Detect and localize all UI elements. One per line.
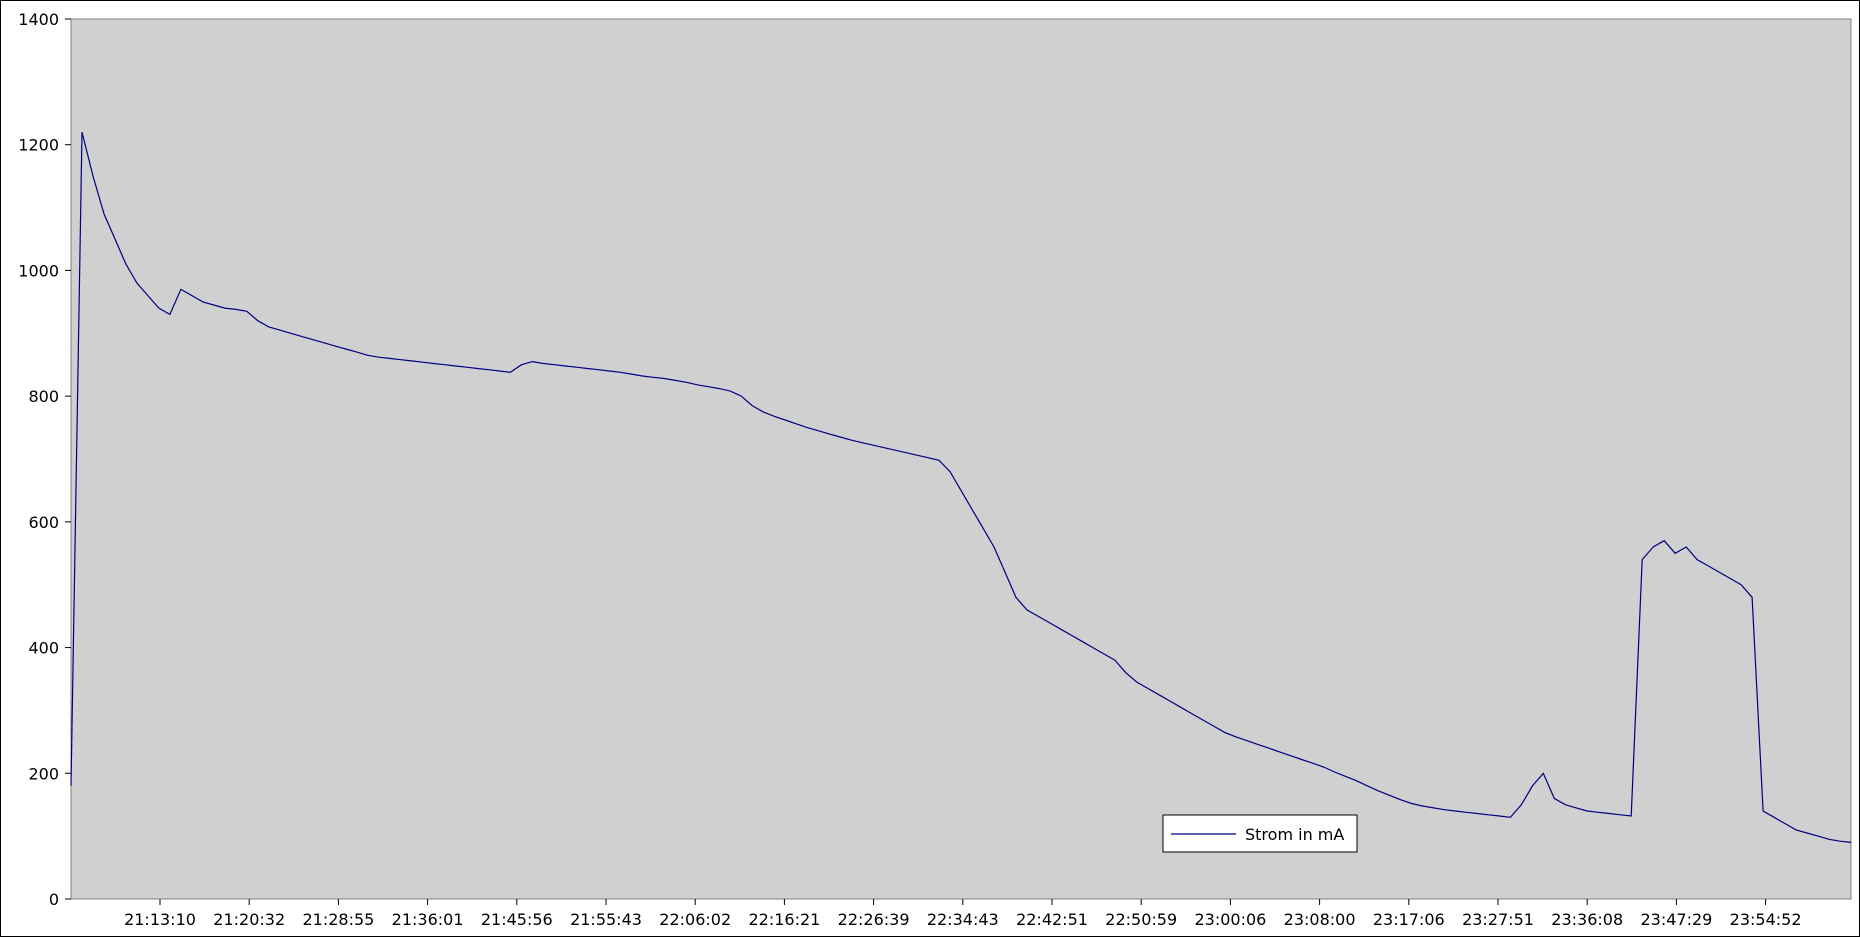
x-tick-label: 22:34:43	[927, 910, 999, 929]
x-tick-label: 23:27:51	[1462, 910, 1534, 929]
y-tick-label: 800	[28, 387, 59, 406]
y-tick-label: 1400	[18, 10, 59, 29]
y-tick-label: 600	[28, 513, 59, 532]
x-tick-label: 21:28:55	[302, 910, 374, 929]
x-tick-label: 22:26:39	[838, 910, 910, 929]
y-tick-label: 400	[28, 639, 59, 658]
series-line-strom	[70, 131, 1852, 843]
x-tick-label: 22:06:02	[659, 910, 731, 929]
x-tick-label: 23:17:06	[1373, 910, 1445, 929]
x-tick-label: 22:16:21	[748, 910, 820, 929]
y-tick-label: 200	[28, 764, 59, 783]
x-tick-label: 21:13:10	[124, 910, 196, 929]
legend: Strom in mA	[1162, 814, 1358, 853]
y-tick-label: 1000	[18, 261, 59, 280]
x-tick-label: 22:42:51	[1016, 910, 1088, 929]
x-tick-label: 21:55:43	[570, 910, 642, 929]
x-tick-label: 23:08:00	[1284, 910, 1356, 929]
y-axis: 0 200 400 600 800 1000 1200 1400	[18, 10, 71, 909]
x-axis: 21:13:10 21:20:32 21:28:55 21:36:01 21:45:56…	[124, 899, 1802, 929]
plot-area	[70, 18, 1852, 900]
x-tick-label: 21:36:01	[392, 910, 464, 929]
y-tick-label: 0	[49, 890, 59, 909]
legend-label: Strom in mA	[1245, 825, 1344, 844]
x-tick-label: 23:47:29	[1640, 910, 1712, 929]
x-tick-label: 21:45:56	[481, 910, 553, 929]
x-tick-label: 23:00:06	[1194, 910, 1266, 929]
x-tick-label: 21:20:32	[213, 910, 285, 929]
x-tick-label: 22:50:59	[1105, 910, 1177, 929]
x-tick-label: 23:36:08	[1551, 910, 1623, 929]
x-tick-label: 23:54:52	[1730, 910, 1802, 929]
y-tick-label: 1200	[18, 136, 59, 155]
